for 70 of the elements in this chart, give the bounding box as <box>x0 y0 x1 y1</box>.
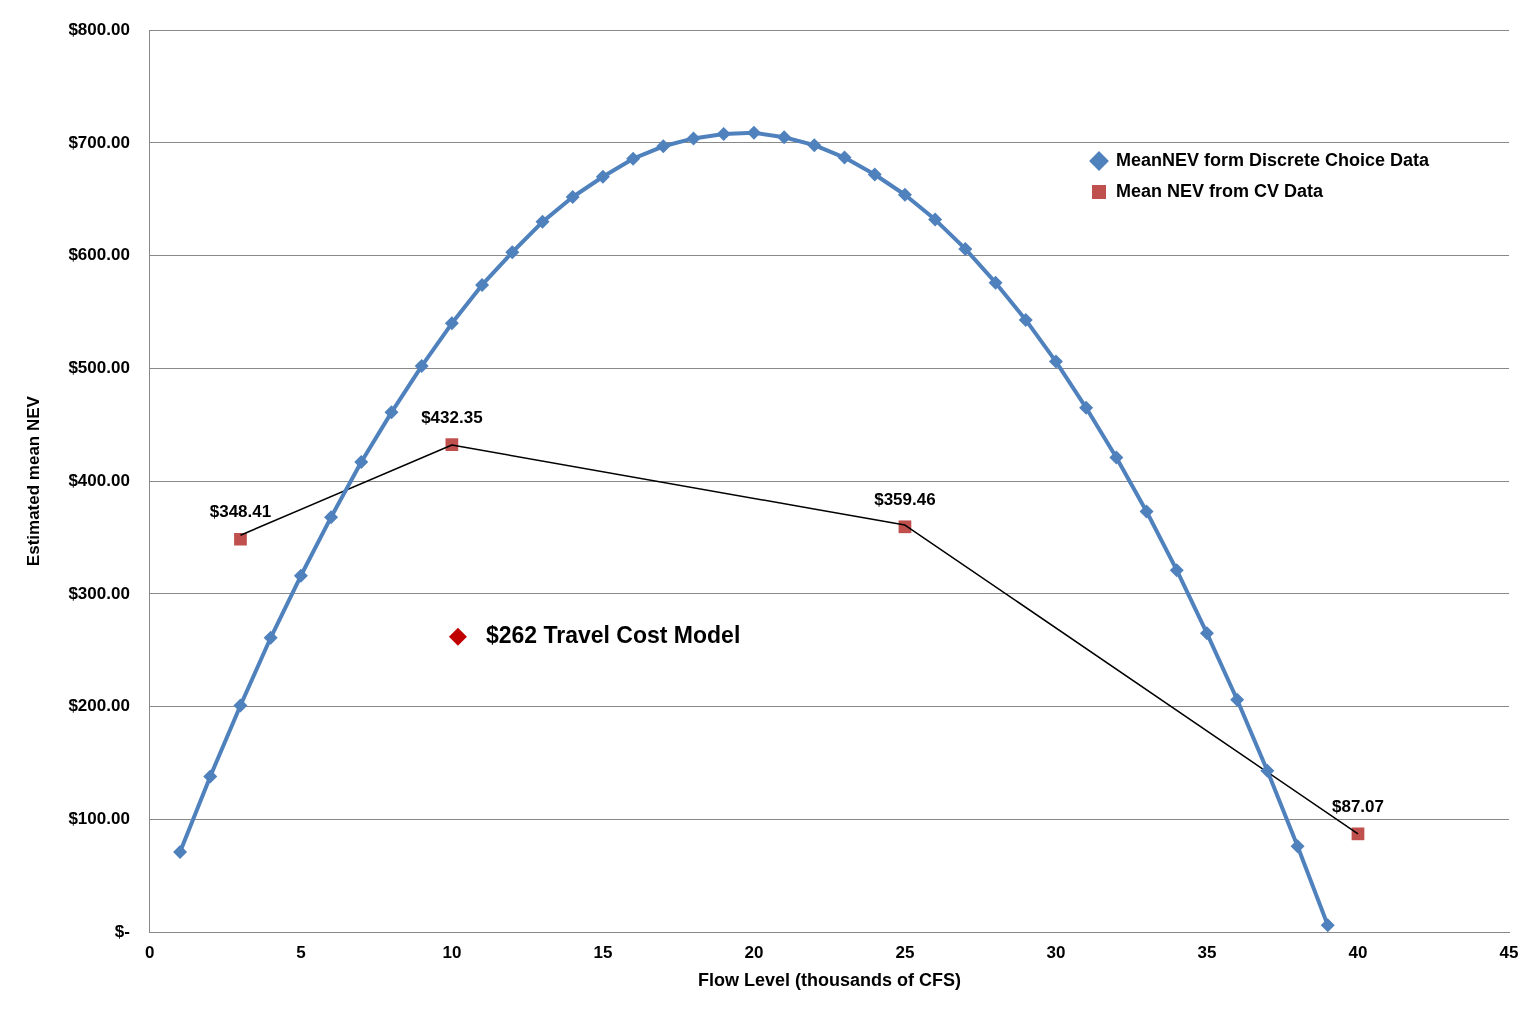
point <box>867 167 882 182</box>
y-tick-label: $700.00 <box>68 132 130 152</box>
x-tick-label: 40 <box>1348 942 1368 962</box>
point <box>656 139 671 154</box>
legend-label: MeanNEV form Discrete Choice Data <box>1116 150 1430 172</box>
y-tick-label: $- <box>114 921 130 941</box>
point <box>626 151 641 166</box>
point <box>233 698 248 713</box>
data-label: $87.07 <box>1331 797 1384 817</box>
point <box>324 510 339 525</box>
point <box>746 125 761 140</box>
x-axis-title: Flow Level (thousands of CFS) <box>697 970 961 991</box>
point <box>535 214 550 229</box>
y-tick-label: $500.00 <box>68 358 130 378</box>
x-tick-label: 0 <box>145 942 155 962</box>
point <box>928 212 943 227</box>
point <box>234 532 247 546</box>
point <box>686 131 701 146</box>
point <box>1048 354 1063 369</box>
x-tick-label: 5 <box>296 942 306 962</box>
point <box>777 130 792 145</box>
x-tick-label: 10 <box>442 942 462 962</box>
point <box>263 630 278 645</box>
point <box>414 359 429 374</box>
legend-label: Mean NEV from CV Data <box>1116 181 1324 203</box>
point <box>293 568 308 583</box>
point <box>1351 827 1365 841</box>
x-tick-label: 45 <box>1499 942 1519 962</box>
point <box>1079 400 1094 415</box>
point <box>173 844 188 859</box>
point <box>1139 504 1154 519</box>
point <box>1199 626 1214 641</box>
x-tick-label: 35 <box>1197 942 1217 962</box>
point <box>958 241 973 256</box>
point <box>1169 563 1184 578</box>
point <box>897 187 912 202</box>
point <box>1320 918 1335 932</box>
point <box>448 627 467 646</box>
x-tick-label: 15 <box>593 942 613 962</box>
point <box>1260 763 1275 778</box>
point <box>716 126 731 141</box>
y-tick-label: $100.00 <box>68 808 130 828</box>
point <box>1290 839 1305 854</box>
point <box>1018 312 1033 327</box>
point <box>475 277 490 292</box>
point <box>565 190 580 205</box>
y-tick-label: $400.00 <box>68 470 130 490</box>
point <box>807 138 822 153</box>
x-tick-label: 30 <box>1046 942 1066 962</box>
annotation: $262 Travel Cost Model <box>485 622 741 648</box>
x-tick-label: 25 <box>895 942 915 962</box>
point <box>1109 450 1124 465</box>
x-tick-label: 20 <box>744 942 764 962</box>
point <box>837 150 852 165</box>
point <box>203 769 218 784</box>
y-tick-label: $600.00 <box>68 245 130 265</box>
y-tick-label: $800.00 <box>68 19 130 39</box>
point <box>1230 692 1245 707</box>
y-tick-label: $200.00 <box>68 696 130 716</box>
point <box>505 245 520 260</box>
point <box>988 275 1003 290</box>
point <box>384 405 399 420</box>
y-tick-label: $300.00 <box>68 583 130 603</box>
point <box>595 169 610 184</box>
point <box>354 454 369 469</box>
point <box>444 316 459 331</box>
y-axis-title: Estimated mean NEV <box>23 395 43 567</box>
data-label: $359.46 <box>874 489 936 509</box>
data-label: $432.35 <box>421 407 483 427</box>
data-label: $348.41 <box>209 502 272 522</box>
